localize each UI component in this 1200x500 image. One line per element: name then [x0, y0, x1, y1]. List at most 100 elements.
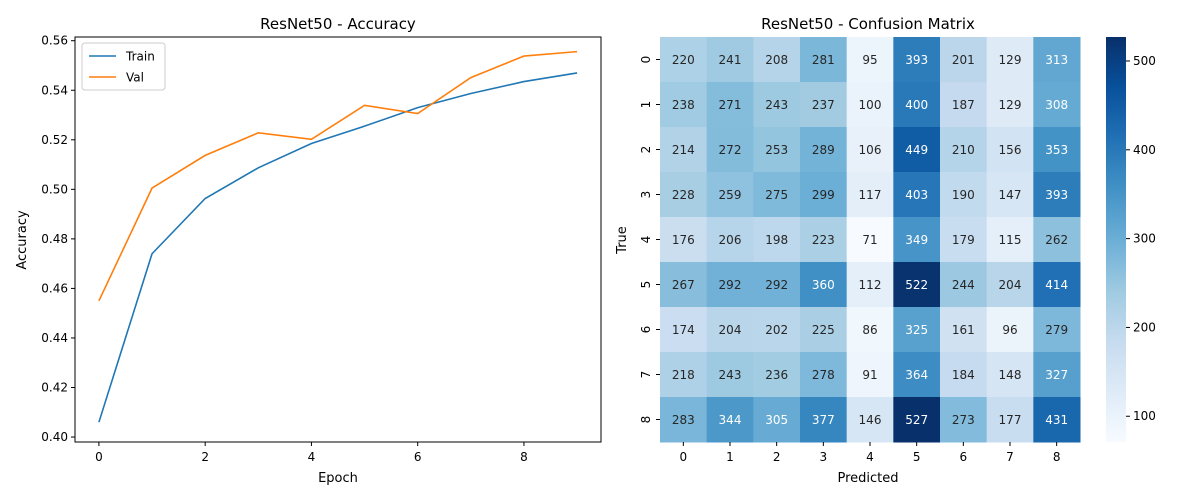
heatmap-cell — [706, 217, 754, 263]
accuracy-x-tick-label: 4 — [308, 450, 316, 464]
confusion-matrix-cells: 220 241 208 281 95 393 201 129 313 238 271 243 237 10… — [660, 37, 1081, 443]
heatmap-cell — [940, 397, 988, 443]
heatmap-cell — [706, 352, 754, 398]
heatmap-cell — [940, 172, 988, 218]
heatmap-cell — [1033, 307, 1081, 353]
heatmap-cell-value: 117 — [859, 188, 882, 202]
heatmap-y-tick-label: 5 — [639, 281, 653, 289]
heatmap-cell-value: 161 — [952, 323, 975, 337]
heatmap-cell-value: 327 — [1045, 368, 1068, 382]
heatmap-cell — [846, 37, 894, 83]
heatmap-cell-value: 522 — [905, 278, 928, 292]
accuracy-chart-title: ResNet50 - Accuracy — [260, 15, 416, 33]
heatmap-cell-value: 271 — [719, 98, 742, 112]
heatmap-cell — [660, 127, 708, 173]
accuracy-y-tick-label: 0.52 — [41, 133, 68, 147]
heatmap-cell — [1033, 352, 1081, 398]
legend-label-val: Val — [126, 71, 144, 85]
heatmap-cell-value: 204 — [999, 278, 1022, 292]
heatmap-y-tick-label: 7 — [639, 371, 653, 379]
heatmap-x-tick-label: 6 — [960, 450, 968, 464]
heatmap-cell — [940, 127, 988, 173]
heatmap-cell-value: 275 — [765, 188, 788, 202]
heatmap-cell-value: 177 — [999, 413, 1022, 427]
heatmap-cell — [986, 82, 1034, 128]
heatmap-y-tick-label: 4 — [639, 236, 653, 244]
heatmap-cell — [893, 397, 941, 443]
heatmap-cell-value: 115 — [999, 233, 1022, 247]
heatmap-cell — [800, 397, 848, 443]
heatmap-x-tick-label: 7 — [1006, 450, 1014, 464]
heatmap-cell-value: 527 — [905, 413, 928, 427]
heatmap-cell-value: 289 — [812, 143, 835, 157]
heatmap-cell — [893, 352, 941, 398]
heatmap-cell-value: 344 — [719, 413, 742, 427]
heatmap-cell-value: 147 — [999, 188, 1022, 202]
heatmap-cell-value: 100 — [859, 98, 882, 112]
heatmap-cell-value: 262 — [1045, 233, 1068, 247]
heatmap-cell-value: 305 — [765, 413, 788, 427]
accuracy-y-tick-label: 0.56 — [41, 34, 68, 48]
series-line-val — [98, 50, 578, 302]
heatmap-y-tick-label: 8 — [639, 416, 653, 424]
heatmap-cell — [706, 397, 754, 443]
heatmap-cell — [986, 397, 1034, 443]
accuracy-y-tick-label: 0.42 — [41, 381, 68, 395]
accuracy-x-tick-label: 2 — [201, 450, 209, 464]
heatmap-y-tick-label: 2 — [639, 146, 653, 154]
heatmap-cell — [893, 217, 941, 263]
heatmap-cell-value: 220 — [672, 53, 695, 67]
heatmap-cell-value: 308 — [1045, 98, 1068, 112]
colorbar-tick-label: 500 — [1133, 54, 1156, 68]
heatmap-cell-value: 259 — [719, 188, 742, 202]
heatmap-cell-value: 71 — [862, 233, 877, 247]
heatmap-cell — [753, 217, 801, 263]
heatmap-x-tick-label: 4 — [866, 450, 874, 464]
heatmap-cell — [753, 397, 801, 443]
accuracy-x-axis-label: Epoch — [318, 471, 358, 486]
colorbar-tick-label: 100 — [1133, 409, 1156, 423]
heatmap-cell — [660, 352, 708, 398]
heatmap-cell-value: 129 — [999, 53, 1022, 67]
heatmap-cell-value: 204 — [719, 323, 742, 337]
heatmap-cell-value: 176 — [672, 233, 695, 247]
heatmap-x-tick-label: 2 — [773, 450, 781, 464]
heatmap-cell — [893, 37, 941, 83]
accuracy-y-axis-label: Accuracy — [15, 210, 30, 270]
heatmap-cell-value: 400 — [905, 98, 928, 112]
heatmap-cell — [1033, 127, 1081, 173]
legend-box — [81, 42, 166, 91]
heatmap-cell — [753, 172, 801, 218]
heatmap-cell — [986, 262, 1034, 308]
colorbar-tick-label: 300 — [1133, 232, 1156, 246]
heatmap-cell-value: 253 — [765, 143, 788, 157]
accuracy-plot-frame — [74, 36, 602, 443]
heatmap-x-tick-label: 3 — [820, 450, 828, 464]
heatmap-cell — [660, 82, 708, 128]
heatmap-cell-value: 414 — [1045, 278, 1068, 292]
heatmap-cell — [986, 127, 1034, 173]
heatmap-cell — [940, 217, 988, 263]
heatmap-cell — [753, 262, 801, 308]
heatmap-cell — [660, 307, 708, 353]
accuracy-legend: Train Val — [81, 42, 166, 91]
heatmap-cell-value: 349 — [905, 233, 928, 247]
heatmap-cell-value: 272 — [719, 143, 742, 157]
heatmap-cell — [986, 307, 1034, 353]
heatmap-cell — [1033, 82, 1081, 128]
accuracy-y-tick-label: 0.44 — [41, 331, 68, 345]
heatmap-cell-value: 244 — [952, 278, 975, 292]
heatmap-cell-value: 281 — [812, 53, 835, 67]
accuracy-y-tick-label: 0.46 — [41, 281, 68, 295]
heatmap-cell — [706, 127, 754, 173]
heatmap-cell — [1033, 172, 1081, 218]
heatmap-cell-value: 364 — [905, 368, 928, 382]
heatmap-cell — [1033, 37, 1081, 83]
heatmap-cell — [986, 217, 1034, 263]
heatmap-cell-value: 267 — [672, 278, 695, 292]
heatmap-cell-value: 228 — [672, 188, 695, 202]
heatmap-cell — [986, 352, 1034, 398]
heatmap-x-tick-label: 5 — [913, 450, 921, 464]
heatmap-cell-value: 179 — [952, 233, 975, 247]
heatmap-cell — [706, 307, 754, 353]
